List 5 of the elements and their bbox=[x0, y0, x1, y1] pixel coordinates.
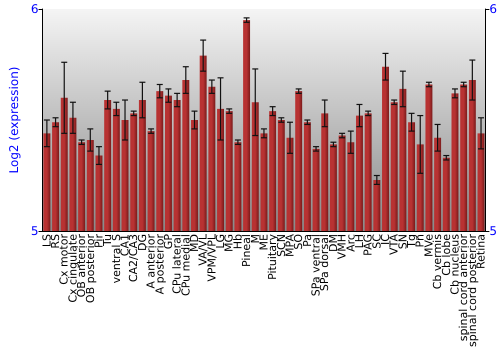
x-tick-label: Pituitary bbox=[266, 234, 280, 280]
x-tick-label: Retina bbox=[474, 234, 488, 270]
y2-tick-label: 6 bbox=[489, 2, 498, 16]
y-axis-title: Log2 (expression) bbox=[7, 66, 21, 174]
y2-tick-label: 5 bbox=[489, 224, 498, 238]
